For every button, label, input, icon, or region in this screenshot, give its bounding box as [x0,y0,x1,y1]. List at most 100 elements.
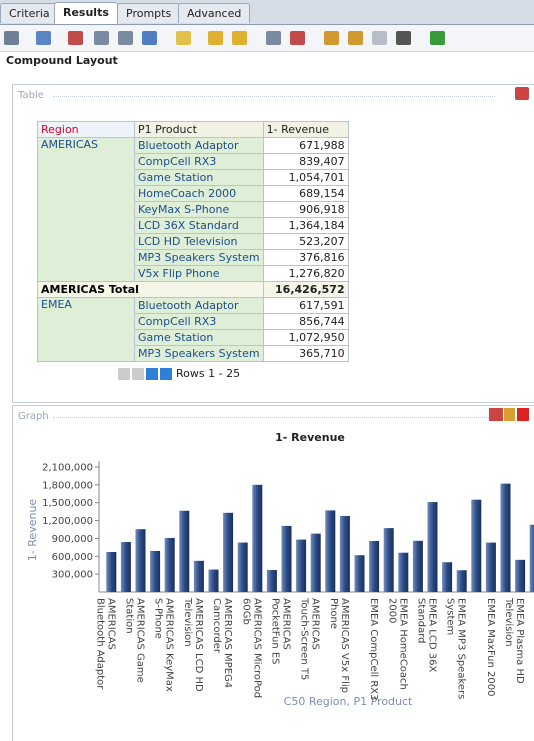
label-line: Station [124,598,135,634]
label-line: PocketFun ES [270,598,281,665]
bar [252,484,263,592]
icon[interactable] [208,31,223,45]
edit-icons[interactable] [489,408,529,421]
bar [325,510,336,592]
icon[interactable] [142,31,157,45]
pager: Rows 1 - 25 [118,367,240,380]
x-tick-label: AMERICAS MicroPod60Gb [240,598,262,698]
rows-label: Rows 1 - 25 [176,367,241,380]
data-row: KeyMax S-Phone 906,918 [38,201,349,218]
icon[interactable] [372,31,387,45]
bar [500,483,511,592]
tab[interactable]: Advanced [178,3,251,23]
print-icon[interactable] [4,31,19,45]
divider [53,417,495,418]
column-header: P1 Product [134,121,264,138]
section-label: Graph [18,411,49,422]
label-line: AMERICAS [310,598,321,650]
product-cell: HomeCoach 2000 [134,185,264,202]
first-page[interactable] [118,368,130,380]
icon[interactable] [266,31,281,45]
revenue-cell: 671,988 [262,137,349,154]
revenue-cell: 839,407 [262,153,349,170]
icon[interactable] [232,31,247,45]
label-line: System [445,598,456,635]
label-line: Camcorder [211,598,222,654]
tab[interactable]: Prompts [117,3,181,23]
revenue-cell: 856,744 [262,313,349,330]
divider [53,96,495,97]
chart: 1- Revenue C50 Region, P1 Product 1- Rev… [26,431,534,708]
icon[interactable] [176,31,191,45]
label-line: EMEA Plasma HD [514,598,525,684]
icon[interactable] [324,31,339,45]
data-row: AMERICAS Bluetooth Adaptor 671,988 [37,137,349,282]
bar [369,540,380,592]
icon[interactable] [118,31,133,45]
revenue-cell: 523,207 [262,233,349,250]
bar [135,529,146,592]
toolbar [0,25,534,52]
revenue-cell: 376,816 [262,249,349,266]
product-cell: Bluetooth Adaptor [134,137,264,154]
x-tick-label: AMERICAS KeyMaxS-Phone [153,598,175,692]
revenue-cell: 1,054,701 [262,169,349,186]
header-row: Region P1 Product 1- Revenue [37,121,349,138]
icon[interactable] [430,31,445,45]
bar [339,515,350,592]
region-cell: AMERICAS [37,137,135,282]
x-tick-label: EMEA MaxFun 2000 [485,598,496,696]
section-label: Table [18,90,44,101]
data-row: MP3 Speakers System 365,710 [38,345,349,362]
column-header: 1- Revenue [262,121,349,138]
tab[interactable]: Results [54,2,118,24]
bar [164,537,175,592]
label-line: Television [503,597,514,647]
icon[interactable] [290,31,305,45]
icon[interactable] [68,31,83,45]
bar [193,560,204,592]
data-row: EMEA Bluetooth Adaptor 617,591 [37,297,349,362]
x-tick-label: AMERICASBluetooth Adaptor [94,598,116,690]
export-icon[interactable] [36,31,51,45]
product-cell: CompCell RX3 [134,153,264,170]
bar [310,533,321,592]
label-line: EMEA HomeCoach [397,598,408,690]
bar [427,502,438,592]
product-cell: MP3 Speakers System [134,345,264,362]
revenue-cell: 1,364,184 [262,217,349,234]
bar [383,528,394,592]
y-tick-label: 300,000 [52,570,93,581]
revenue-cell: 1,276,820 [262,265,349,282]
y-axis-title: 1- Revenue [26,499,39,562]
icon[interactable] [94,31,109,45]
tab[interactable]: Criteria [0,3,59,23]
last-page[interactable] [160,368,172,380]
revenue-cell: 617,591 [262,297,349,314]
label-line: S-Phone [153,598,164,639]
tab-bar: Criteria Results Prompts Advanced [0,0,534,25]
total-row: AMERICAS Total 16,426,572 [37,281,349,298]
y-tick-label: 1,800,000 [42,480,93,491]
x-tick-label: AMERICAS GameStation [124,598,146,683]
bar [150,550,161,592]
label-line: Phone [328,598,339,629]
x-tick-label: EMEA CompCell RX3 [368,598,379,701]
label-line: AMERICAS LCD HD [193,598,204,692]
label-line: AMERICAS Game [135,598,146,683]
label-line: AMERICAS MicroPod [251,598,262,698]
prev-page[interactable] [132,368,144,380]
icon[interactable] [348,31,363,45]
product-cell: Game Station [134,169,264,186]
total-label: AMERICAS Total [37,281,264,298]
data-row: Game Station 1,072,950 [38,329,349,346]
product-cell: Game Station [134,329,264,346]
icon[interactable] [396,31,411,45]
bar [223,512,234,592]
bar [179,510,190,592]
edit-icon[interactable] [515,87,529,100]
next-page[interactable] [146,368,158,380]
product-cell: CompCell RX3 [134,313,264,330]
label-line: Standard [416,598,427,644]
